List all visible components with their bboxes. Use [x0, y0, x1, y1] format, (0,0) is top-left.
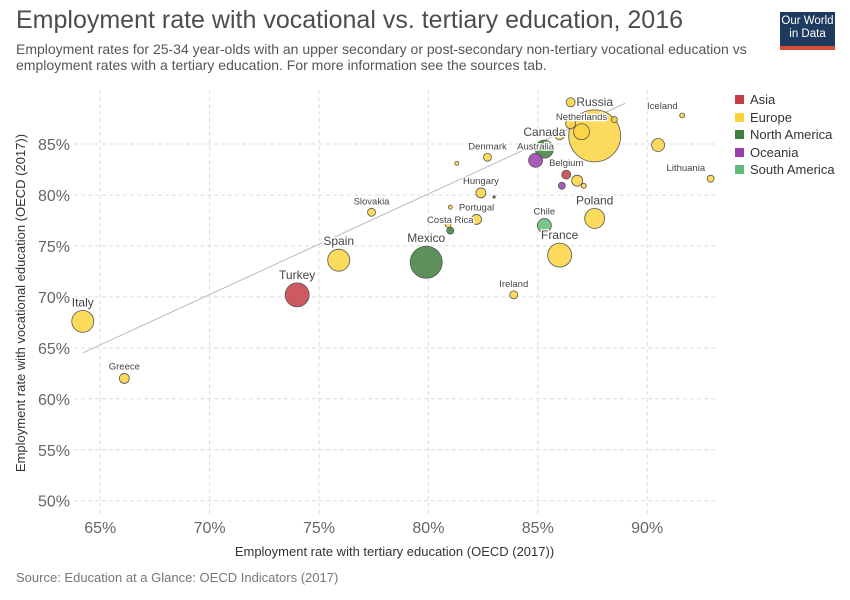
point-label: Mexico: [407, 231, 445, 245]
data-point: [284, 282, 310, 308]
data-point: [71, 309, 95, 333]
legend-label: South America: [750, 162, 835, 177]
owid-logo[interactable]: Our World in Data: [780, 12, 835, 50]
data-point: [547, 242, 573, 268]
legend-item[interactable]: Europe: [735, 110, 792, 125]
data-point: [561, 169, 572, 180]
y-axis-label: Employment rate with vocational educatio…: [13, 134, 28, 472]
data-point: [580, 182, 587, 189]
legend-item[interactable]: North America: [735, 127, 832, 142]
y-tick-label: 80%: [38, 188, 70, 205]
point-label: Spain: [323, 234, 354, 248]
y-tick-label: 60%: [38, 392, 70, 409]
data-point: [610, 116, 618, 123]
legend-swatch: [735, 147, 744, 157]
x-tick-label: 70%: [194, 520, 226, 537]
data-point: [651, 138, 666, 152]
legend-label: Asia: [750, 92, 776, 107]
point-label: Chile: [534, 207, 556, 218]
logo-accent-bar: [780, 46, 835, 50]
point-label: Turkey: [279, 268, 315, 282]
data-point: [565, 118, 577, 130]
legend-item[interactable]: South America: [735, 162, 835, 177]
data-point: [554, 129, 566, 141]
data-point: [454, 160, 460, 166]
data-point: [492, 195, 496, 199]
data-point: [446, 226, 455, 235]
data-point: [536, 218, 552, 233]
data-point: [475, 187, 487, 199]
data-point: [471, 214, 482, 225]
point-label: Poland: [576, 193, 613, 207]
legend-swatch: [735, 95, 744, 104]
data-point: [565, 97, 576, 108]
y-tick-label: 70%: [38, 290, 70, 307]
chart-subtitle: Employment rates for 25-34 year-olds wit…: [16, 41, 747, 73]
data-point: [367, 207, 376, 217]
x-axis-label: Employment rate with tertiary education …: [235, 544, 554, 559]
legend-label: Oceania: [750, 144, 799, 160]
data-point: [568, 109, 622, 163]
point-label: Australia: [517, 141, 555, 152]
source-note[interactable]: Source: Education at a Glance: OECD Indi…: [16, 570, 339, 585]
legend-item[interactable]: Oceania: [735, 145, 798, 160]
point-label: Italy: [72, 295, 94, 309]
data-point: [573, 123, 590, 141]
data-point: [483, 152, 492, 162]
logo-line-2: in Data: [789, 28, 826, 40]
data-point: [706, 174, 715, 183]
data-point: [528, 152, 544, 168]
data-point: [509, 290, 519, 300]
data-point: [118, 373, 130, 384]
x-tick-label: 85%: [522, 520, 554, 537]
data-point: [584, 208, 606, 229]
legend-swatch: [735, 165, 744, 174]
point-label: Hungary: [463, 176, 499, 187]
point-label: Portugal: [459, 202, 494, 213]
y-tick-label: 55%: [38, 443, 70, 460]
point-label: Russia: [576, 95, 613, 109]
legend-label: North America: [750, 127, 833, 142]
y-tick-label: 50%: [38, 494, 70, 511]
logo-line-1: Our World: [781, 15, 834, 27]
point-label: Slovakia: [354, 196, 391, 207]
chart-title: Employment rate with vocational vs. tert…: [16, 6, 684, 34]
point-label: Lithuania: [667, 163, 706, 174]
x-tick-label: 80%: [412, 520, 444, 537]
y-tick-label: 85%: [38, 137, 70, 154]
data-point: [679, 112, 686, 119]
point-label: Costa Rica: [427, 215, 474, 226]
data-point: [444, 221, 452, 228]
point-label: Netherlands: [556, 112, 607, 123]
x-tick-label: 75%: [303, 520, 335, 537]
point-label: Denmark: [468, 141, 507, 152]
data-point: [409, 245, 443, 279]
y-tick-label: 75%: [38, 239, 70, 256]
legend-item[interactable]: Asia: [735, 92, 775, 107]
point-label: Ireland: [499, 279, 528, 290]
data-point: [447, 204, 453, 210]
legend-label: Europe: [750, 109, 792, 125]
point-label: Iceland: [647, 101, 678, 112]
reference-line: [82, 102, 626, 354]
data-point: [327, 248, 351, 272]
point-label: Canada: [523, 125, 565, 139]
x-tick-label: 90%: [631, 520, 663, 537]
data-point: [557, 181, 566, 190]
point-label: France: [541, 228, 579, 242]
y-tick-label: 65%: [38, 341, 70, 358]
data-point: [571, 174, 584, 187]
legend-swatch: [735, 112, 744, 122]
data-point: [534, 139, 554, 159]
point-label: Greece: [109, 361, 140, 372]
x-tick-label: 65%: [84, 520, 116, 537]
point-label: Belgium: [549, 158, 583, 169]
legend-swatch: [735, 130, 744, 139]
